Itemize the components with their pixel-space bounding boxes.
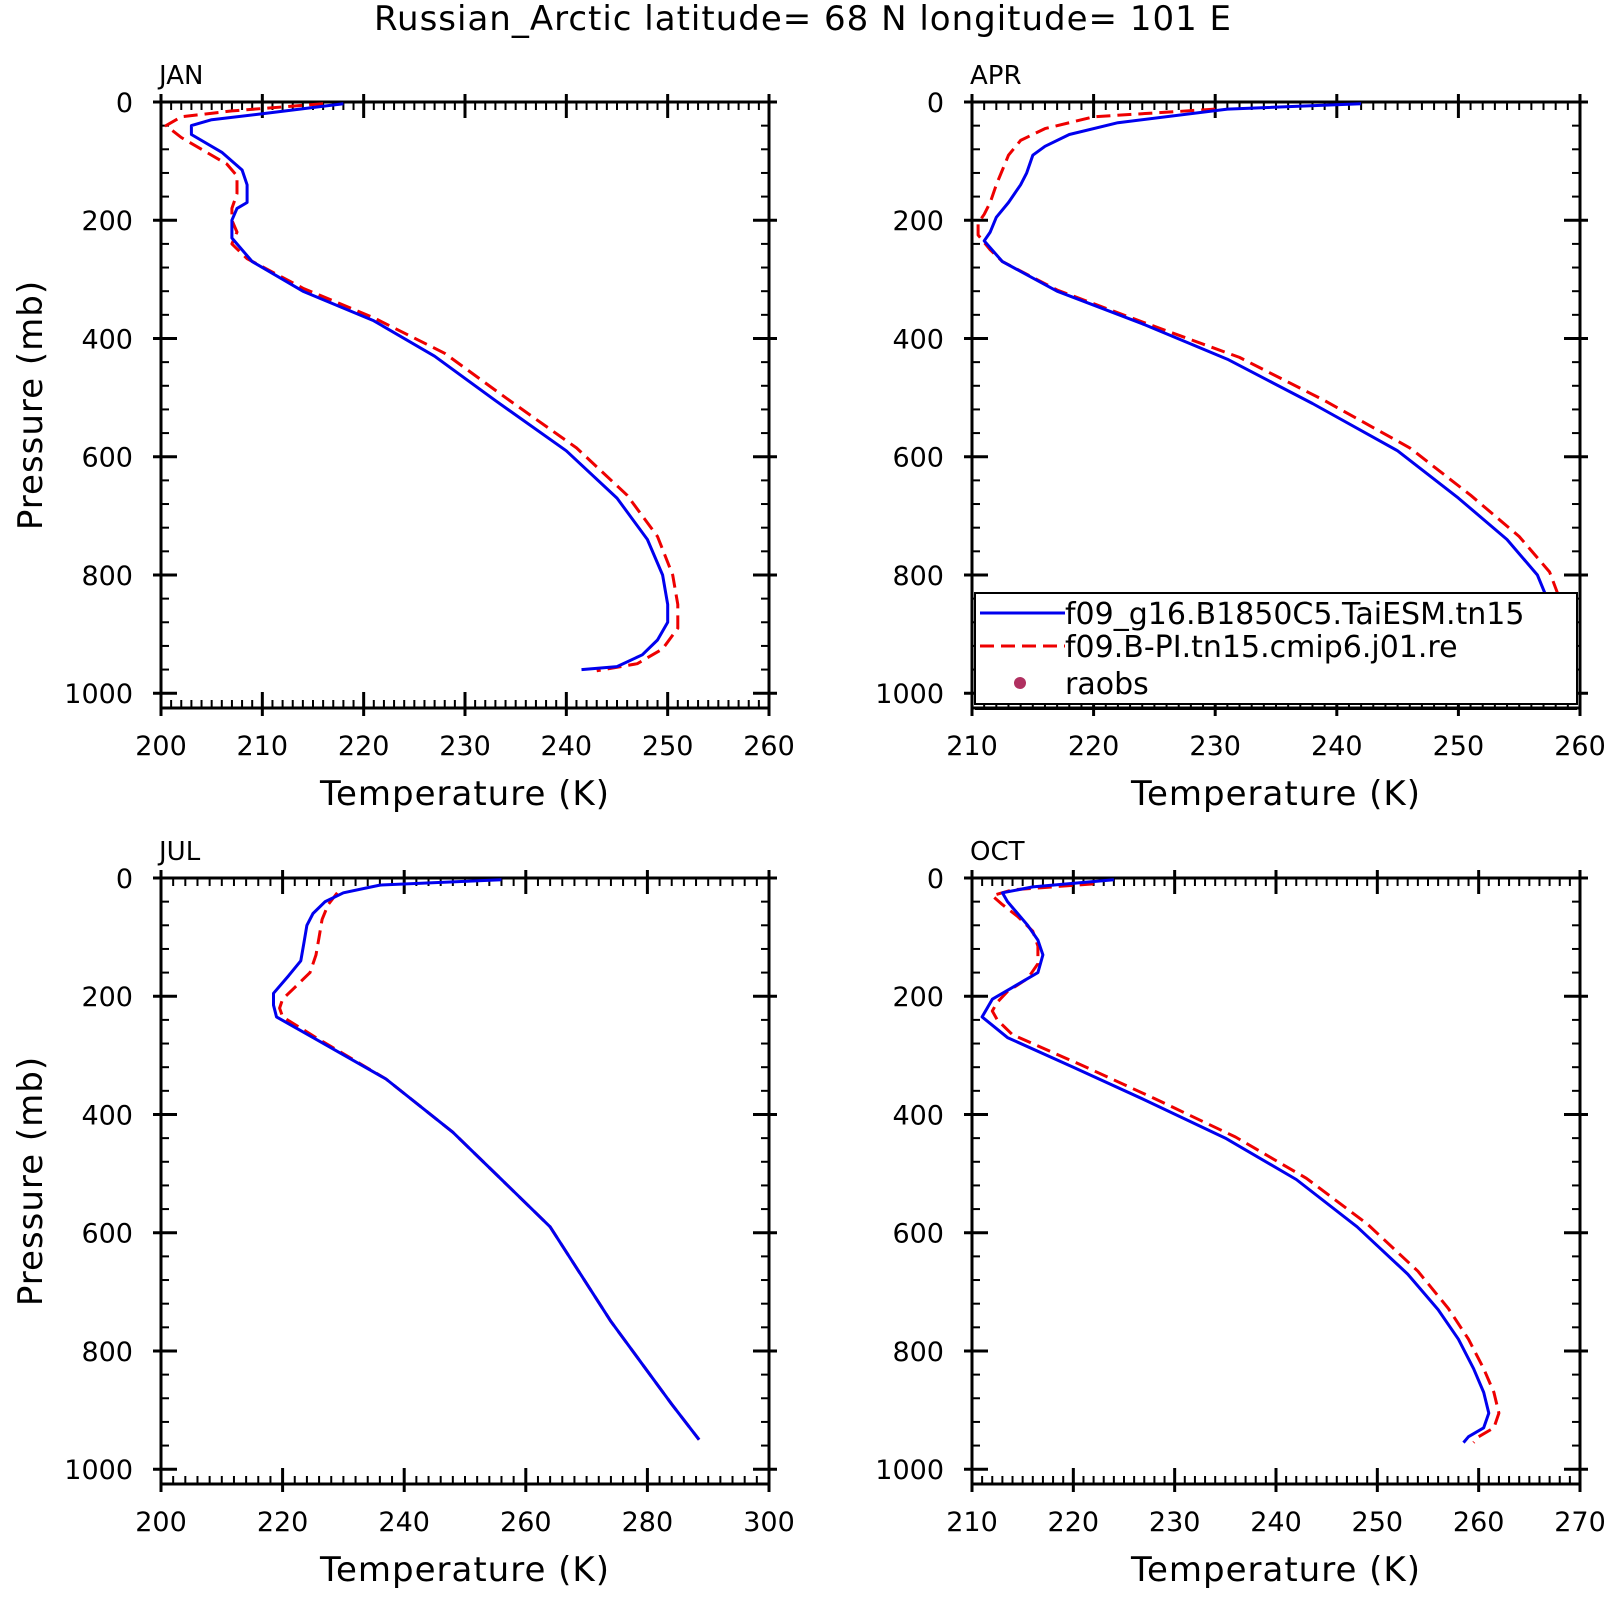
panels: 200 210 220 230 240 250 260 0 200 400 600 800 1000 JA… [11, 61, 1606, 1590]
panel-title: APR [970, 61, 1022, 91]
x-tick-label: 240 [1250, 1507, 1302, 1538]
x-tick-label: 220 [257, 1507, 309, 1538]
plot-frame [970, 876, 1582, 1486]
y-tick-label: 800 [892, 561, 944, 592]
series-taiesm-line [189, 102, 670, 672]
x-tick-label: 250 [1352, 1507, 1404, 1538]
panel-title: JUL [157, 837, 201, 867]
y-tick-label: 0 [927, 864, 944, 895]
x-tick-label: 250 [642, 731, 694, 762]
x-tick-label: 220 [1068, 731, 1120, 762]
y-tick-label: 1000 [64, 679, 133, 710]
legend-label: f09_g16.B1850C5.TaiESM.tn15 [1065, 597, 1524, 632]
y-axis-label: Pressure (mb) [11, 1056, 51, 1306]
x-axis-label: Temperature (K) [319, 1550, 610, 1590]
x-axis-label: Temperature (K) [1130, 1550, 1421, 1590]
y-tick-label: 1000 [875, 1455, 944, 1486]
panel-jul: 200 220 240 260 280 300 0 200 400 600 800 1000 JUL Te… [11, 837, 795, 1590]
x-tick-label: 240 [378, 1507, 430, 1538]
x-tick-label: 210 [946, 731, 998, 762]
legend-label: raobs [1065, 667, 1149, 702]
y-tick-label: 600 [81, 1219, 133, 1250]
y-tick-label: 200 [892, 982, 944, 1013]
plot-frame [159, 876, 771, 1486]
x-tick-label: 210 [946, 1507, 998, 1538]
x-tick-label: 210 [237, 731, 289, 762]
x-tick-label: 260 [500, 1507, 552, 1538]
panel-oct: 210 220 230 240 250 260 270 0 200 400 600 800 1000 OC… [875, 837, 1605, 1590]
x-tick-label: 200 [135, 731, 187, 762]
x-tick-label: 230 [1149, 1507, 1201, 1538]
x-axis-label: Temperature (K) [1130, 774, 1421, 814]
series-cmip6-line [976, 107, 1570, 672]
legend-box [974, 592, 1578, 705]
x-tick-label: 230 [1189, 731, 1241, 762]
y-tick-label: 600 [81, 443, 133, 474]
x-tick-label: 260 [743, 731, 795, 762]
x-tick-label: 200 [135, 1507, 187, 1538]
y-tick-label: 200 [81, 206, 133, 237]
x-tick-label: 220 [338, 731, 390, 762]
series-cmip6-line [278, 891, 701, 1441]
figure-title: Russian_Arctic latitude= 68 N longitude=… [374, 0, 1232, 39]
y-tick-label: 400 [892, 324, 944, 355]
y-tick-label: 600 [892, 443, 944, 474]
y-tick-label: 800 [81, 1337, 133, 1368]
x-tick-label: 240 [541, 731, 593, 762]
panel-title: JAN [157, 61, 203, 91]
y-tick-label: 800 [892, 1337, 944, 1368]
y-tick-label: 400 [81, 324, 133, 355]
y-tick-label: 800 [81, 561, 133, 592]
x-axis-label: Temperature (K) [319, 774, 610, 814]
y-tick-label: 200 [892, 206, 944, 237]
x-tick-label: 300 [743, 1507, 795, 1538]
x-tick-label: 240 [1311, 731, 1363, 762]
series-cmip6-line [990, 882, 1501, 1444]
x-tick-label: 260 [1453, 1507, 1505, 1538]
y-tick-label: 0 [116, 88, 133, 119]
x-tick-label: 250 [1433, 731, 1485, 762]
panel-jan: 200 210 220 230 240 250 260 0 200 400 600 800 1000 JA… [11, 61, 795, 814]
series-taiesm-line [980, 878, 1491, 1444]
y-tick-label: 1000 [875, 679, 944, 710]
x-tick-label: 220 [1048, 1507, 1100, 1538]
x-tick-label: 270 [1554, 1507, 1606, 1538]
y-tick-label: 0 [116, 864, 133, 895]
y-tick-label: 400 [81, 1100, 133, 1131]
y-tick-label: 1000 [64, 1455, 133, 1486]
legend-swatch-dot [1014, 677, 1026, 689]
x-tick-label: 230 [439, 731, 491, 762]
y-tick-label: 0 [927, 88, 944, 119]
series-cmip6-line [164, 102, 680, 673]
x-tick-label: 280 [622, 1507, 674, 1538]
legend: f09_g16.B1850C5.TaiESM.tn15f09.B-PI.tn15… [974, 592, 1578, 710]
series-taiesm-line [982, 102, 1558, 672]
legend-label: f09.B-PI.tn15.cmip6.j01.re [1065, 630, 1458, 665]
y-tick-label: 400 [892, 1100, 944, 1131]
y-tick-label: 600 [892, 1219, 944, 1250]
series-taiesm-line [272, 878, 701, 1441]
y-tick-label: 200 [81, 982, 133, 1013]
x-tick-label: 260 [1554, 731, 1606, 762]
panel-title: OCT [970, 837, 1025, 867]
y-axis-label: Pressure (mb) [11, 280, 51, 530]
